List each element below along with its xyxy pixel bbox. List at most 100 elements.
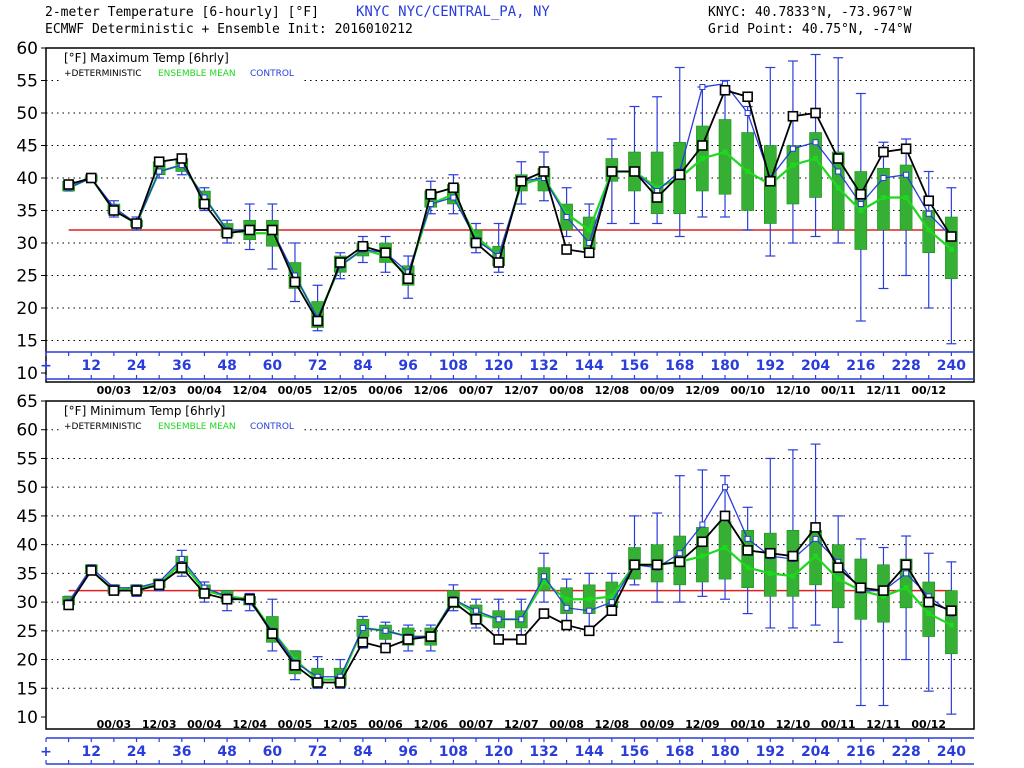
deterministic-point — [764, 175, 776, 187]
ensemble-box — [763, 532, 777, 597]
y-tick-label: 35 — [16, 564, 38, 584]
hour-label: 108 — [439, 358, 468, 374]
deterministic-point — [538, 608, 550, 619]
hour-axis: +12 24 36 48 60 72 84 96 108 120 132 144 156 168 180 19… — [40, 737, 974, 765]
hour-label: 48 — [217, 744, 236, 760]
hour-axis: +12 24 36 48 60 72 84 96 108 120 132 144 156 168 180 19… — [40, 351, 974, 380]
control-point — [495, 616, 502, 623]
ensemble-mean-point — [722, 545, 728, 551]
date-label: 00/05 — [278, 718, 313, 731]
deterministic-point — [176, 153, 188, 164]
ensemble-mean-point — [926, 611, 932, 617]
legend-background — [60, 403, 304, 435]
plot-frame — [45, 47, 975, 383]
deterministic-point — [923, 596, 935, 608]
deterministic-point — [900, 143, 912, 155]
date-label: 12/03 — [142, 718, 177, 731]
y-tick-label: 25 — [16, 622, 38, 642]
ensemble-mean-point — [813, 553, 819, 559]
control-point — [744, 110, 751, 116]
ensemble-mean-point — [586, 596, 592, 602]
date-label: 12/08 — [595, 384, 630, 397]
plot-frame — [45, 400, 975, 730]
date-label: 12/11 — [866, 384, 901, 397]
control-point — [676, 550, 683, 557]
ensemble-mean-point — [654, 185, 660, 191]
hour-label: 156 — [620, 358, 649, 374]
ensemble-mean-point — [450, 191, 456, 197]
y-tick-label: 50 — [16, 478, 38, 498]
ensemble-mean-point — [903, 585, 909, 591]
deterministic-point — [380, 247, 391, 259]
deterministic-point — [176, 562, 188, 573]
hour-label: 132 — [529, 744, 558, 760]
date-label: 00/04 — [187, 718, 222, 731]
ensemble-mean-point — [858, 208, 864, 213]
deterministic-point — [900, 559, 912, 571]
ensemble-mean-point — [745, 169, 751, 174]
deterministic-point — [199, 198, 210, 210]
deterministic-point — [289, 659, 301, 671]
hour-label: 240 — [937, 358, 966, 374]
date-label: 12/04 — [232, 718, 267, 731]
ensemble-mean-point — [948, 247, 954, 252]
deterministic-point — [199, 588, 210, 599]
deterministic-line — [68, 89, 953, 324]
hour-label: 24 — [127, 358, 147, 374]
date-label: 00/09 — [640, 384, 675, 397]
deterministic-point — [923, 195, 935, 207]
deterministic-point — [425, 631, 437, 642]
hour-label: 240 — [937, 744, 966, 760]
control-point — [450, 194, 457, 201]
deterministic-point — [402, 273, 414, 285]
ensemble-mean-point — [948, 622, 954, 628]
model-init-line: ECMWF Deterministic + Ensemble Init: 201… — [45, 22, 413, 37]
deterministic-point — [493, 257, 504, 268]
deterministic-point — [448, 182, 459, 194]
hour-label: 180 — [710, 744, 739, 760]
deterministic-point — [606, 166, 618, 177]
date-label: 00/06 — [368, 384, 403, 397]
hour-label: 156 — [620, 744, 649, 760]
date-label: 00/03 — [97, 384, 132, 397]
hour-label: 168 — [665, 358, 694, 374]
deterministic-point — [153, 156, 165, 168]
hour-label: 216 — [846, 744, 875, 760]
y-tick-label: 40 — [16, 169, 38, 189]
hour-label: 216 — [846, 358, 875, 374]
ensemble-mean-point — [722, 149, 728, 155]
deterministic-point — [334, 677, 346, 688]
control-point — [789, 145, 796, 152]
deterministic-point — [334, 257, 346, 268]
deterministic-point — [946, 231, 957, 242]
date-label: 00/12 — [911, 718, 946, 731]
y-tick-label: 15 — [16, 332, 38, 352]
deterministic-point — [289, 276, 301, 288]
deterministic-point — [787, 110, 799, 122]
deterministic-point — [832, 153, 844, 164]
ensemble-mean-point — [880, 195, 886, 200]
deterministic-point — [312, 677, 323, 688]
deterministic-point — [606, 605, 618, 617]
deterministic-point — [221, 593, 233, 605]
deterministic-point — [244, 593, 256, 605]
hour-label: 204 — [801, 358, 830, 374]
date-label: 12/08 — [595, 718, 630, 731]
deterministic-point — [267, 628, 278, 639]
hour-label: 132 — [529, 358, 558, 374]
deterministic-point — [629, 166, 640, 177]
control-point — [903, 570, 910, 577]
panel-title: [°F] Maximum Temp [6hrly] — [64, 51, 229, 65]
deterministic-point — [810, 522, 821, 533]
hour-label: 144 — [575, 744, 604, 760]
deterministic-point — [583, 247, 595, 259]
date-label: 00/07 — [459, 718, 494, 731]
y-tick-label: 65 — [16, 392, 38, 412]
deterministic-point — [425, 188, 437, 200]
deterministic-point — [561, 619, 572, 631]
deterministic-point — [448, 596, 459, 608]
y-tick-label: 60 — [16, 421, 38, 441]
deterministic-point — [697, 536, 708, 548]
hour-label: 84 — [353, 744, 373, 760]
control-point — [156, 168, 163, 175]
